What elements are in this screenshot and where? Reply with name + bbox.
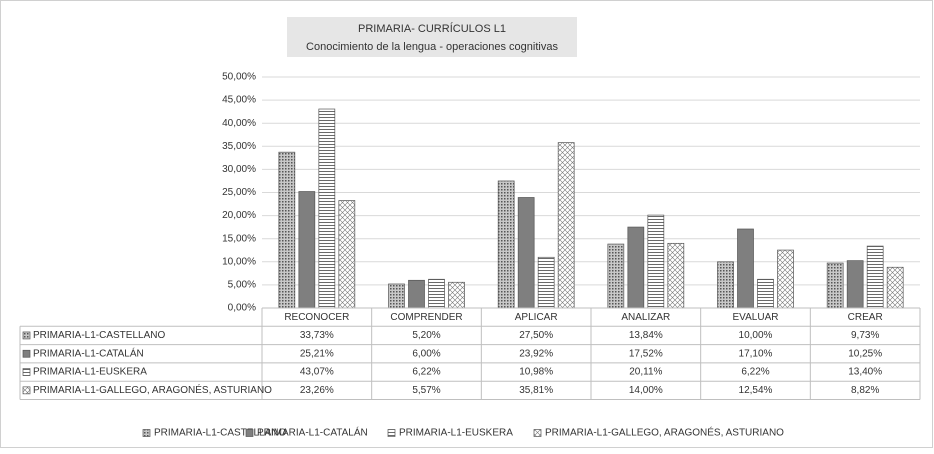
data-label: 12,54% bbox=[739, 385, 773, 396]
bar bbox=[866, 245, 884, 309]
y-tick-label: 40,00% bbox=[222, 118, 256, 129]
data-label: 13,40% bbox=[848, 367, 882, 378]
data-label: 6,22% bbox=[741, 367, 769, 378]
bar bbox=[428, 278, 445, 309]
data-label: 10,00% bbox=[739, 330, 773, 341]
x-tick-label: CREAR bbox=[848, 312, 883, 323]
data-label: 6,22% bbox=[412, 367, 440, 378]
bar bbox=[647, 214, 665, 309]
bar bbox=[737, 228, 754, 309]
y-tick-label: 10,00% bbox=[222, 256, 256, 267]
x-tick-label: COMPRENDER bbox=[390, 312, 462, 323]
data-label: 17,10% bbox=[739, 348, 773, 359]
bar bbox=[826, 262, 844, 309]
data-label: 25,21% bbox=[300, 348, 334, 359]
bar bbox=[517, 197, 535, 309]
y-tick-label: 15,00% bbox=[222, 233, 256, 244]
legend-label: PRIMARIA-L1-EUSKERA bbox=[399, 428, 513, 439]
y-tick-label: 25,00% bbox=[222, 187, 256, 198]
data-label: 33,73% bbox=[300, 330, 334, 341]
x-tick-label: RECONOCER bbox=[284, 312, 349, 323]
legend-key bbox=[387, 429, 396, 437]
bar bbox=[497, 180, 515, 309]
data-label: 35,81% bbox=[519, 385, 553, 396]
x-tick-label: EVALUAR bbox=[733, 312, 779, 323]
legend-label: PRIMARIA-L1-CASTELLANO bbox=[154, 428, 286, 439]
row-label: PRIMARIA-L1-CASTELLANO bbox=[33, 330, 165, 341]
row-label: PRIMARIA-L1-CATALÁN bbox=[33, 346, 144, 359]
bar bbox=[537, 256, 555, 309]
data-label: 23,26% bbox=[300, 385, 334, 396]
data-label: 13,84% bbox=[629, 330, 663, 341]
legend-label: PRIMARIA-L1-CATALÁN bbox=[257, 426, 368, 439]
y-tick-label: 30,00% bbox=[222, 164, 256, 175]
bar bbox=[777, 249, 794, 309]
legend-key bbox=[22, 349, 31, 358]
bar bbox=[298, 191, 316, 309]
data-label: 23,92% bbox=[519, 348, 553, 359]
bar bbox=[667, 242, 685, 309]
x-tick-label: ANALIZAR bbox=[621, 312, 670, 323]
bar bbox=[627, 226, 645, 309]
data-label: 14,00% bbox=[629, 385, 663, 396]
bar bbox=[408, 279, 425, 309]
legend-key bbox=[22, 368, 31, 376]
y-tick-label: 5,00% bbox=[228, 280, 256, 291]
data-label: 9,73% bbox=[851, 330, 879, 341]
title-box bbox=[287, 17, 577, 57]
data-label: 43,07% bbox=[300, 367, 334, 378]
bar bbox=[717, 261, 734, 309]
bar bbox=[846, 260, 864, 309]
legend-label: PRIMARIA-L1-GALLEGO, ARAGONÉS, ASTURIANO bbox=[545, 426, 784, 439]
row-label: PRIMARIA-L1-EUSKERA bbox=[33, 367, 147, 378]
y-tick-label: 50,00% bbox=[222, 72, 256, 83]
bar bbox=[757, 278, 774, 309]
bar bbox=[557, 142, 575, 309]
y-tick-label: 45,00% bbox=[222, 95, 256, 106]
bar bbox=[278, 151, 296, 309]
bar bbox=[318, 108, 336, 309]
row-label: PRIMARIA-L1-GALLEGO, ARAGONÉS, ASTURIANO bbox=[33, 383, 272, 396]
legend-key bbox=[245, 429, 254, 437]
chart-subtitle: Conocimiento de la lengua - operaciones … bbox=[306, 41, 558, 53]
data-label: 10,98% bbox=[519, 367, 553, 378]
chart-title: PRIMARIA- CURRÍCULOS L1 bbox=[358, 22, 506, 35]
data-label: 5,57% bbox=[412, 385, 440, 396]
data-label: 5,20% bbox=[412, 330, 440, 341]
bar bbox=[886, 266, 904, 309]
data-label: 6,00% bbox=[412, 348, 440, 359]
y-tick-label: 0,00% bbox=[228, 303, 256, 314]
data-label: 10,25% bbox=[848, 348, 882, 359]
data-label: 17,52% bbox=[629, 348, 663, 359]
bar bbox=[448, 281, 465, 309]
legend-key bbox=[22, 331, 31, 340]
data-label: 8,82% bbox=[851, 385, 879, 396]
data-label: 20,11% bbox=[629, 367, 662, 378]
y-tick-label: 35,00% bbox=[222, 141, 256, 152]
x-tick-label: APLICAR bbox=[515, 312, 558, 323]
legend-key bbox=[22, 386, 31, 395]
legend-key bbox=[142, 429, 151, 437]
y-tick-label: 20,00% bbox=[222, 210, 256, 221]
bar bbox=[607, 243, 625, 309]
bar bbox=[388, 283, 405, 309]
data-label: 27,50% bbox=[519, 330, 553, 341]
bar bbox=[338, 200, 356, 309]
legend-key bbox=[533, 429, 542, 437]
